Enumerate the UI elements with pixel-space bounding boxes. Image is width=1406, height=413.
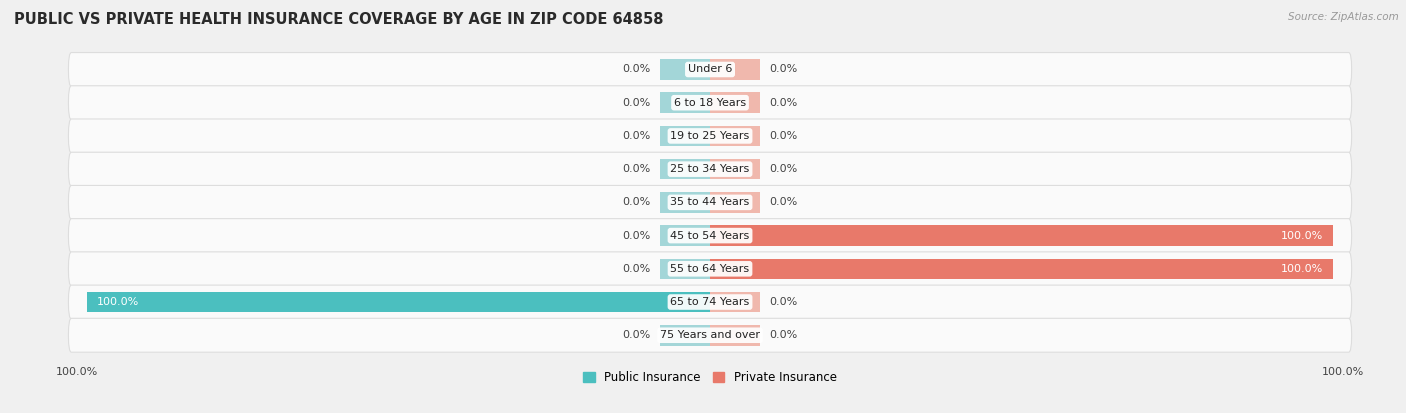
Text: 0.0%: 0.0% xyxy=(769,164,797,174)
Bar xyxy=(87,292,710,312)
Text: 0.0%: 0.0% xyxy=(769,197,797,207)
Bar xyxy=(661,93,710,113)
FancyBboxPatch shape xyxy=(69,285,1351,319)
Text: 100.0%: 100.0% xyxy=(1322,367,1364,377)
Bar xyxy=(710,126,759,146)
Text: 0.0%: 0.0% xyxy=(623,64,651,74)
Text: 19 to 25 Years: 19 to 25 Years xyxy=(671,131,749,141)
FancyBboxPatch shape xyxy=(69,218,1351,252)
Legend: Public Insurance, Private Insurance: Public Insurance, Private Insurance xyxy=(578,367,842,389)
Text: 0.0%: 0.0% xyxy=(769,98,797,108)
Text: PUBLIC VS PRIVATE HEALTH INSURANCE COVERAGE BY AGE IN ZIP CODE 64858: PUBLIC VS PRIVATE HEALTH INSURANCE COVER… xyxy=(14,12,664,27)
Text: 55 to 64 Years: 55 to 64 Years xyxy=(671,264,749,274)
Text: 0.0%: 0.0% xyxy=(623,98,651,108)
Bar xyxy=(661,259,710,279)
FancyBboxPatch shape xyxy=(69,86,1351,120)
Text: 0.0%: 0.0% xyxy=(623,164,651,174)
Text: 0.0%: 0.0% xyxy=(623,230,651,241)
Text: 0.0%: 0.0% xyxy=(769,330,797,340)
FancyBboxPatch shape xyxy=(69,52,1351,86)
Text: 45 to 54 Years: 45 to 54 Years xyxy=(671,230,749,241)
FancyBboxPatch shape xyxy=(69,185,1351,219)
Text: 0.0%: 0.0% xyxy=(623,131,651,141)
FancyBboxPatch shape xyxy=(69,318,1351,352)
Text: 6 to 18 Years: 6 to 18 Years xyxy=(673,98,747,108)
Text: 35 to 44 Years: 35 to 44 Years xyxy=(671,197,749,207)
Bar xyxy=(710,292,759,312)
Bar xyxy=(710,93,759,113)
Bar xyxy=(710,225,1333,246)
Text: 75 Years and over: 75 Years and over xyxy=(659,330,761,340)
Bar xyxy=(710,259,1333,279)
Bar xyxy=(710,59,759,80)
Bar xyxy=(710,159,759,179)
Text: 0.0%: 0.0% xyxy=(623,264,651,274)
Bar xyxy=(710,192,759,213)
Text: 100.0%: 100.0% xyxy=(1281,264,1323,274)
Text: 100.0%: 100.0% xyxy=(1281,230,1323,241)
Text: 100.0%: 100.0% xyxy=(56,367,98,377)
Text: Source: ZipAtlas.com: Source: ZipAtlas.com xyxy=(1288,12,1399,22)
Bar xyxy=(661,225,710,246)
Bar xyxy=(710,325,759,346)
Text: 0.0%: 0.0% xyxy=(769,297,797,307)
Bar xyxy=(661,159,710,179)
Text: 0.0%: 0.0% xyxy=(769,131,797,141)
Bar xyxy=(661,126,710,146)
Text: Under 6: Under 6 xyxy=(688,64,733,74)
Bar xyxy=(661,192,710,213)
Bar xyxy=(661,325,710,346)
Text: 25 to 34 Years: 25 to 34 Years xyxy=(671,164,749,174)
FancyBboxPatch shape xyxy=(69,252,1351,286)
Text: 0.0%: 0.0% xyxy=(623,197,651,207)
FancyBboxPatch shape xyxy=(69,152,1351,186)
Text: 0.0%: 0.0% xyxy=(623,330,651,340)
Bar xyxy=(661,59,710,80)
FancyBboxPatch shape xyxy=(69,119,1351,153)
Text: 65 to 74 Years: 65 to 74 Years xyxy=(671,297,749,307)
Text: 0.0%: 0.0% xyxy=(769,64,797,74)
Text: 100.0%: 100.0% xyxy=(97,297,139,307)
